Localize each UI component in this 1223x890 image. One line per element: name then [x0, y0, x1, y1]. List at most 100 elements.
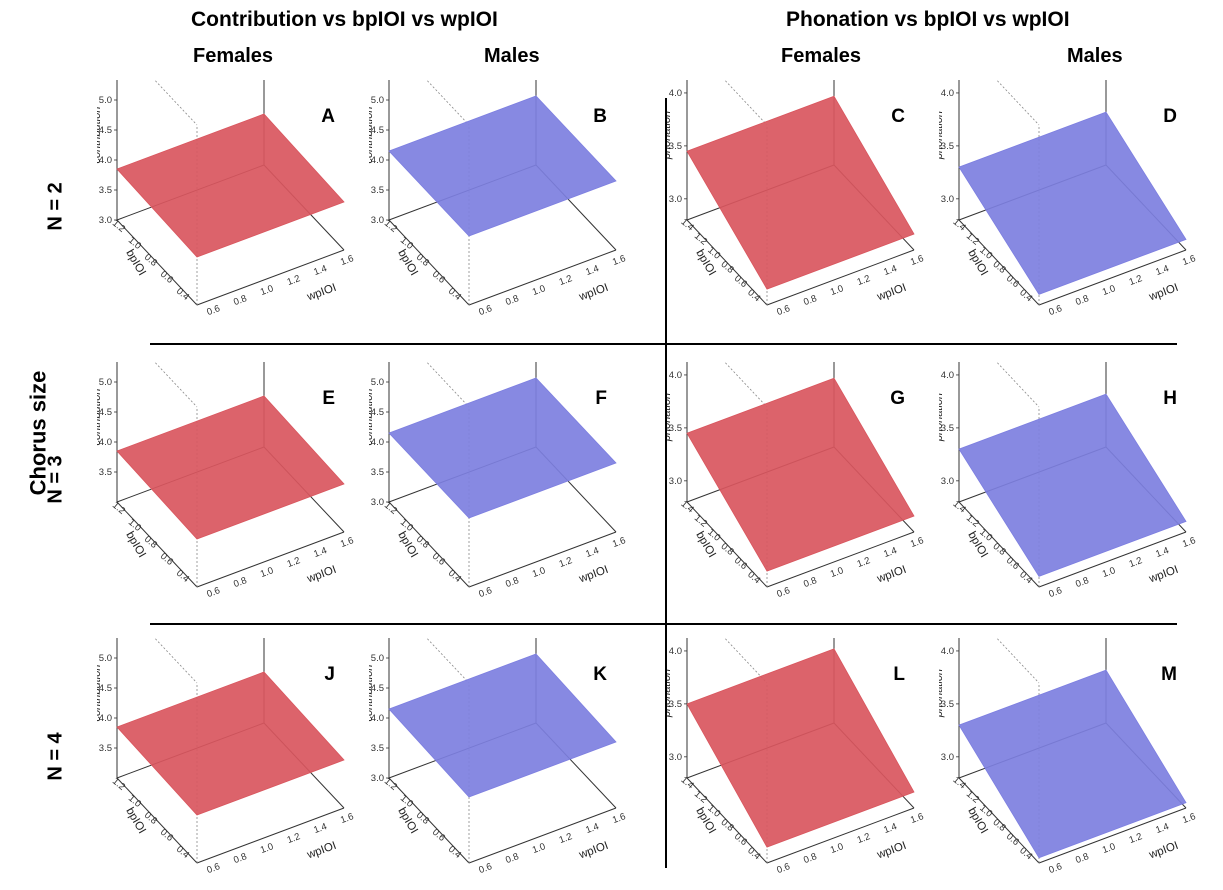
vertical-divider [665, 98, 667, 868]
panel-l: 3.03.54.04.5phonation0.60.81.01.21.41.6w… [667, 638, 927, 888]
box-edge [1038, 807, 1187, 864]
y-tick-label: 1.2 [110, 776, 127, 793]
x-tick-label: 0.6 [1047, 303, 1063, 318]
surface-plot-h: 3.03.54.04.5phonation0.60.81.01.21.41.6w… [939, 362, 1197, 600]
x-tick-label: 1.6 [1181, 535, 1197, 550]
surface-plot-d: 3.03.54.04.5phonation0.60.81.01.21.41.6w… [939, 80, 1197, 318]
x-tick-label: 1.0 [1101, 283, 1117, 298]
x-tick-label: 1.4 [1154, 263, 1170, 278]
panel-m: 3.03.54.04.5phonation0.60.81.01.21.41.6w… [939, 638, 1199, 888]
box-edge [388, 501, 470, 588]
panel-letter: M [1161, 664, 1177, 685]
box-edge [686, 219, 768, 306]
x-tick-label: 1.2 [286, 831, 302, 846]
y-tick-label: 1.2 [692, 231, 709, 248]
panel-g: 3.03.54.04.5phonation0.60.81.01.21.41.6w… [667, 362, 927, 612]
x-tick-label: 1.4 [584, 545, 600, 560]
x-tick-label: 1.2 [856, 273, 872, 288]
y-tick-label: 0.6 [732, 273, 749, 290]
x-tick-label: 0.6 [775, 861, 791, 876]
box-edge [196, 531, 345, 588]
x-tick-label: 0.8 [232, 293, 248, 308]
regression-surface [686, 377, 915, 572]
left-section-title: Contribution vs bpIOI vs wpIOI [191, 8, 498, 31]
y-tick-label: 1.2 [692, 789, 709, 806]
z-tick-label: 3.5 [99, 743, 112, 754]
top-edge-dashed [154, 80, 198, 126]
surface-plot-l: 3.03.54.04.5phonation0.60.81.01.21.41.6w… [667, 638, 925, 876]
z-tick-label: 3.5 [669, 423, 682, 434]
top-edge-dashed [724, 638, 768, 684]
y-tick-label: 0.4 [745, 845, 762, 862]
x-axis-label: wpIOI [305, 840, 338, 862]
z-axis-label: contribution [369, 665, 375, 722]
y-tick-label: 0.6 [158, 551, 175, 568]
y-axis-label: bpIOI [395, 806, 419, 836]
z-tick-label: 5.0 [371, 653, 384, 664]
x-tick-label: 0.8 [802, 575, 818, 590]
x-tick-label: 1.2 [1128, 555, 1144, 570]
y-axis-label: bpIOI [395, 248, 419, 278]
x-tick-label: 1.4 [882, 263, 898, 278]
x-tick-label: 1.6 [339, 535, 355, 550]
box-edge [1038, 531, 1187, 588]
surface-plot-m: 3.03.54.04.5phonation0.60.81.01.21.41.6w… [939, 638, 1197, 876]
x-tick-label: 1.0 [259, 565, 275, 580]
col-label-females-left: Females [193, 45, 274, 67]
x-axis-label: wpIOI [875, 840, 908, 862]
x-tick-label: 1.0 [829, 565, 845, 580]
x-tick-label: 0.8 [1074, 293, 1090, 308]
y-tick-label: 0.4 [1017, 569, 1034, 586]
z-axis-label: phonation [939, 669, 945, 718]
z-tick-label: 3.5 [669, 141, 682, 152]
x-tick-label: 1.2 [558, 831, 574, 846]
y-tick-label: 1.2 [964, 513, 981, 530]
y-tick-label: 0.6 [158, 827, 175, 844]
x-tick-label: 1.4 [882, 545, 898, 560]
x-tick-label: 0.8 [802, 293, 818, 308]
y-tick-label: 1.4 [951, 498, 968, 515]
x-tick-label: 0.6 [775, 303, 791, 318]
x-tick-label: 1.0 [531, 283, 547, 298]
horizontal-divider-2 [150, 623, 1177, 625]
box-edge [686, 501, 768, 588]
x-tick-label: 1.0 [829, 841, 845, 856]
y-tick-label: 0.6 [430, 827, 447, 844]
x-tick-label: 0.6 [205, 303, 221, 318]
panel-letter: G [890, 388, 905, 409]
z-axis-label: phonation [667, 393, 673, 442]
regression-surface [388, 95, 617, 237]
x-tick-label: 1.0 [531, 565, 547, 580]
panel-letter: C [891, 106, 905, 127]
box-edge [196, 249, 345, 306]
y-tick-label: 0.4 [1017, 287, 1034, 304]
z-tick-label: 5.0 [99, 377, 112, 388]
regression-surface [116, 671, 345, 816]
x-axis-label: wpIOI [577, 840, 610, 862]
horizontal-divider-1 [150, 343, 1177, 345]
z-tick-label: 4.0 [99, 437, 112, 448]
z-tick-label: 5.0 [371, 377, 384, 388]
row-label-n2: N = 2 [44, 182, 67, 231]
z-tick-label: 3.5 [371, 743, 384, 754]
top-edge-dashed [426, 80, 470, 126]
z-tick-label: 4.0 [99, 155, 112, 166]
y-axis-label: bpIOI [395, 530, 419, 560]
y-tick-label: 0.8 [991, 541, 1008, 558]
panel-letter: H [1163, 388, 1177, 409]
y-tick-label: 0.4 [446, 568, 463, 585]
regression-surface [116, 395, 345, 540]
top-edge-dashed [996, 362, 1040, 408]
y-tick-label: 1.4 [679, 498, 696, 515]
box-edge [468, 531, 617, 588]
z-tick-label: 3.0 [371, 497, 384, 508]
box-edge [958, 501, 1040, 588]
y-tick-label: 0.4 [174, 568, 191, 585]
regression-surface [958, 669, 1187, 859]
surface-plot-e: 3.54.04.55.05.56.0contribution0.60.81.01… [97, 362, 355, 600]
x-tick-label: 1.0 [1101, 565, 1117, 580]
z-tick-label: 3.0 [99, 215, 112, 226]
z-axis-label: contribution [97, 665, 103, 722]
z-axis-label: contribution [97, 107, 103, 164]
x-tick-label: 1.6 [611, 811, 627, 826]
